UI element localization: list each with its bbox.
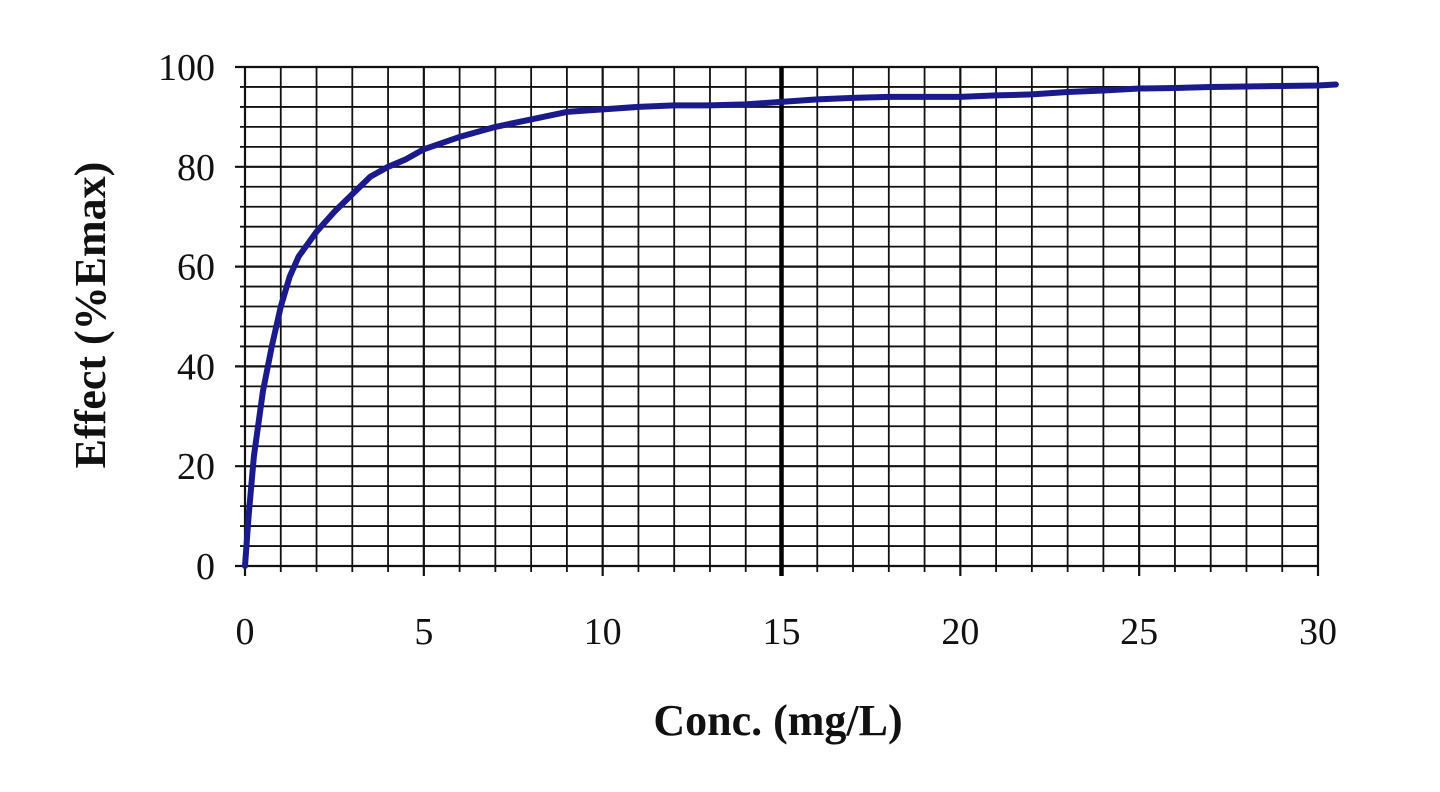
y-tick-label: 80 bbox=[177, 147, 215, 189]
x-tick-label: 0 bbox=[236, 611, 255, 653]
x-tick-label: 20 bbox=[941, 611, 979, 653]
y-tick-labels: 0 20 40 60 80 100 bbox=[158, 47, 215, 588]
major-grid bbox=[235, 65, 1320, 576]
x-tick-labels: 0 5 10 15 20 25 30 bbox=[236, 611, 1338, 653]
series-line bbox=[242, 81, 1339, 569]
y-tick-label: 20 bbox=[177, 446, 215, 488]
minor-grid bbox=[240, 67, 1318, 572]
y-tick-label: 60 bbox=[177, 247, 215, 289]
x-tick-label: 25 bbox=[1120, 611, 1158, 653]
x-tick-label: 5 bbox=[414, 611, 433, 653]
x-axis-title: Conc. (mg/L) bbox=[653, 696, 902, 745]
x-tick-label: 10 bbox=[584, 611, 622, 653]
y-tick-label: 100 bbox=[158, 47, 215, 89]
y-tick-label: 0 bbox=[196, 546, 215, 588]
y-axis-title: Effect (%Emax) bbox=[66, 162, 115, 469]
series-group bbox=[242, 81, 1339, 569]
x-tick-label: 30 bbox=[1299, 611, 1337, 653]
y-tick-label: 40 bbox=[177, 346, 215, 388]
x-tick-label: 15 bbox=[763, 611, 801, 653]
